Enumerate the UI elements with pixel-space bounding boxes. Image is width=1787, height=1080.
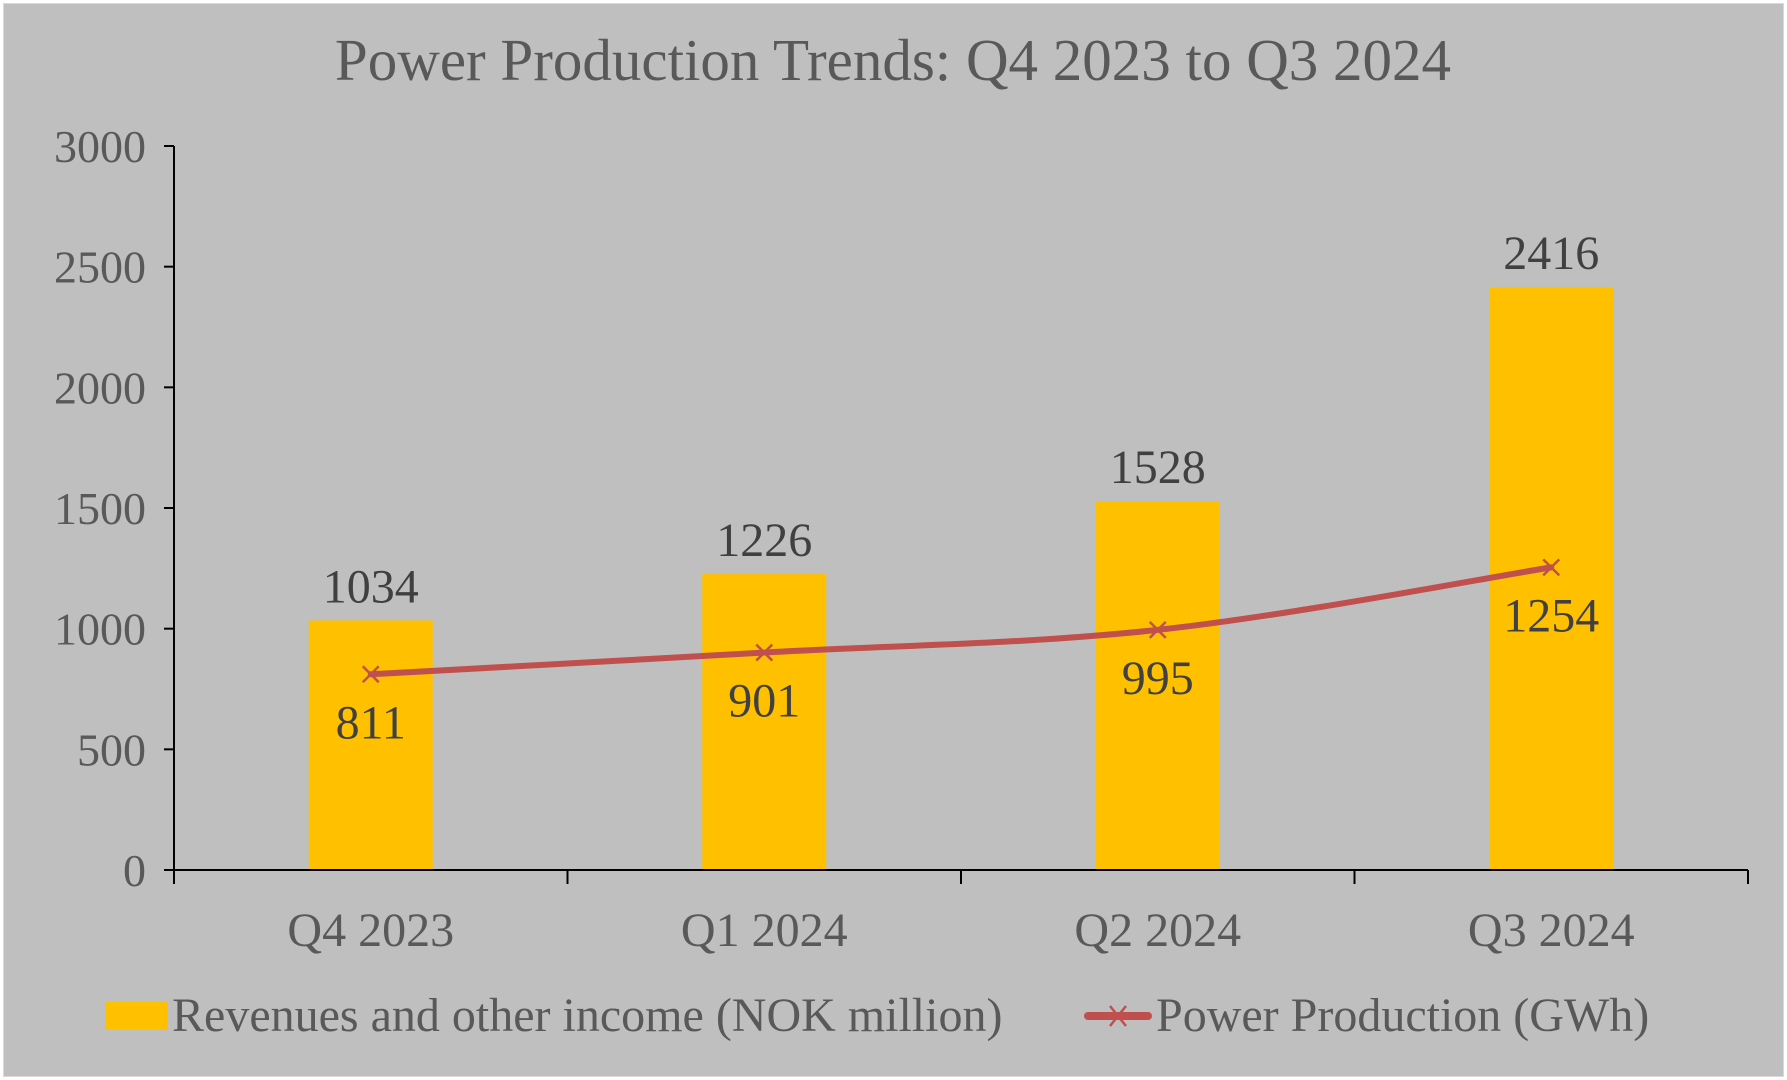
line-data-label: 1254: [1503, 589, 1599, 642]
y-tick-label: 500: [77, 724, 146, 775]
x-tick-label: Q4 2023: [287, 904, 454, 957]
chart-title: Power Production Trends: Q4 2023 to Q3 2…: [335, 27, 1451, 93]
bar: [1489, 286, 1614, 870]
line-data-label: 995: [1122, 652, 1194, 705]
legend-label-bar: Revenues and other income (NOK million): [172, 989, 1002, 1042]
bar-data-label: 1226: [716, 514, 812, 567]
legend-label-line: Power Production (GWh): [1156, 989, 1649, 1042]
bar-data-label: 1034: [323, 560, 419, 613]
bar-data-label: 1528: [1110, 441, 1206, 494]
bar: [702, 574, 827, 870]
line-data-label: 901: [728, 675, 800, 728]
y-tick-label: 0: [123, 845, 146, 896]
x-tick-label: Q3 2024: [1468, 904, 1635, 957]
y-tick-label: 3000: [54, 121, 146, 172]
line-data-label: 811: [336, 696, 406, 749]
legend-swatch-bar: [105, 1002, 168, 1030]
y-tick-label: 2500: [54, 242, 146, 293]
y-tick-label: 2000: [54, 362, 146, 413]
y-tick-label: 1500: [54, 483, 146, 534]
x-tick-label: Q2 2024: [1074, 904, 1241, 957]
bar-data-label: 2416: [1503, 227, 1599, 280]
legend-marker: [1109, 1005, 1127, 1027]
bar: [308, 620, 433, 870]
chart-area: [3, 3, 1784, 1077]
line-marker: [755, 643, 774, 662]
line-marker: [1148, 620, 1167, 639]
line-series: [367, 564, 1555, 678]
bar: [1095, 501, 1220, 870]
x-tick-label: Q1 2024: [681, 904, 848, 957]
legend: Revenues and other income (NOK million) P…: [105, 989, 1649, 1042]
line-marker: [361, 665, 380, 684]
y-tick-label: 1000: [54, 604, 146, 655]
line-marker: [1542, 558, 1561, 577]
